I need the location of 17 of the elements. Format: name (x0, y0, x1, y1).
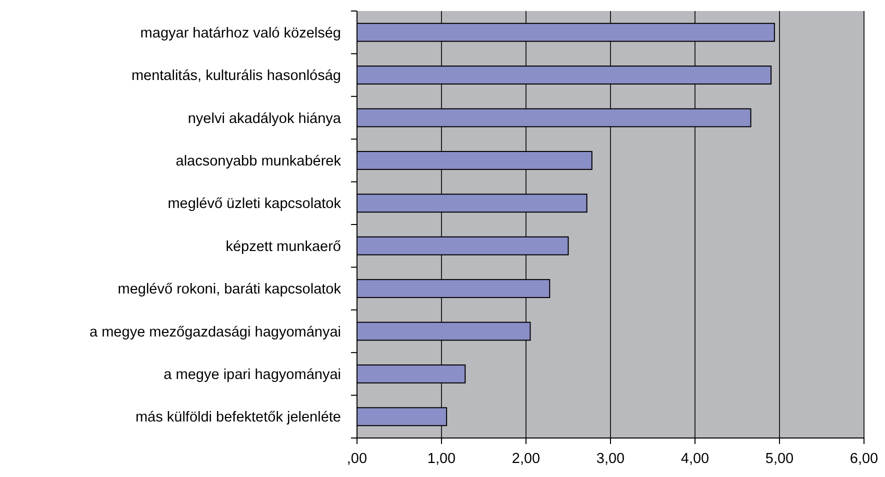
y-tick-label: nyelvi akadályok hiánya (188, 110, 342, 127)
y-tick-label: alacsonyabb munkabérek (176, 154, 342, 170)
y-tick-label: más külföldi befektetők jelenléte (135, 410, 341, 426)
y-tick-label: a megye ipari hagyományai (164, 367, 341, 384)
x-tick-label: ,00 (346, 451, 368, 467)
x-tick-label: 5,00 (765, 451, 794, 467)
x-tick-label: 3,00 (596, 451, 625, 467)
y-tick-label: a megye mezőgazdasági hagyományai (90, 324, 341, 340)
x-tick-label: 2,00 (512, 451, 540, 467)
y-tick-label: meglévő rokoni, baráti kapcsolatok (118, 282, 342, 298)
x-tick-label: 6,00 (850, 451, 878, 467)
x-tick-label: 1,00 (427, 451, 456, 467)
y-tick-label: meglévő üzleti kapcsolatok (168, 196, 342, 212)
y-tick-label: képzett munkaerő (226, 238, 341, 255)
y-tick-label: mentalitás, kulturális hasonlóság (131, 68, 341, 84)
x-tick-label: 4,00 (680, 451, 710, 467)
y-tick-label: magyar határhoz való közelség (140, 25, 341, 42)
